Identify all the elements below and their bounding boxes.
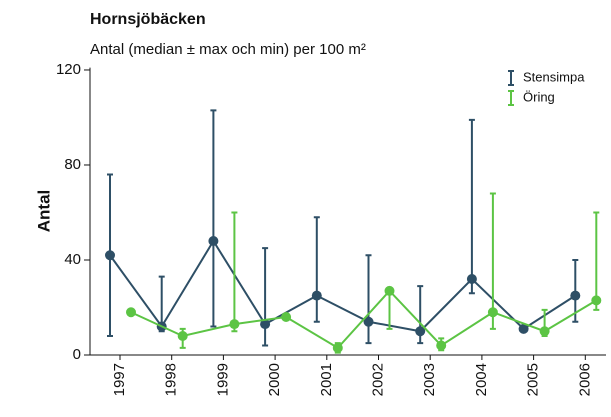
error-bar xyxy=(468,118,475,295)
x-tick-label: 2005 xyxy=(525,363,542,396)
legend-swatch xyxy=(508,90,514,106)
point xyxy=(260,319,271,330)
x-tick-label: 2006 xyxy=(576,363,593,396)
series-line xyxy=(130,289,597,350)
error-bar xyxy=(489,192,496,330)
y-tick-label: 40 xyxy=(64,251,81,268)
error-bar xyxy=(365,254,372,345)
point xyxy=(126,307,136,318)
point xyxy=(570,290,581,301)
point xyxy=(466,273,477,284)
point xyxy=(281,311,292,322)
chart-title: Hornsjöbäcken xyxy=(90,11,206,28)
legend-swatch xyxy=(508,70,514,86)
x-tick-label: 2001 xyxy=(318,363,335,396)
x-tick-label: 2000 xyxy=(266,363,283,396)
x-tick-label: 2004 xyxy=(473,363,490,396)
y-axis-label: Antal xyxy=(34,190,53,233)
x-tick-label: 2003 xyxy=(421,363,438,396)
x-tick-label: 1999 xyxy=(214,363,231,396)
y-tick-label: 80 xyxy=(64,156,81,173)
error-bar xyxy=(262,247,269,347)
legend-label: Stensimpa xyxy=(523,69,585,84)
point xyxy=(311,290,322,301)
point xyxy=(415,326,426,337)
error-bar xyxy=(593,211,600,311)
error-bar xyxy=(231,211,238,333)
x-tick-label: 1997 xyxy=(111,363,128,396)
point xyxy=(518,323,529,334)
chart-subtitle: Antal (median ± max och min) per 100 m² xyxy=(90,41,366,58)
y-tick-label: 120 xyxy=(56,61,81,78)
point xyxy=(539,326,550,337)
error-bar xyxy=(313,216,320,323)
point xyxy=(591,295,602,306)
x-tick-label: 2002 xyxy=(369,363,386,396)
point xyxy=(487,307,498,318)
legend-label: Öring xyxy=(523,89,555,104)
point xyxy=(208,235,219,246)
y-tick-label: 0 xyxy=(73,346,81,363)
point xyxy=(177,330,188,341)
point xyxy=(436,340,447,351)
x-tick-label: 1998 xyxy=(163,363,180,396)
series-line xyxy=(109,239,576,333)
point xyxy=(384,285,395,296)
point xyxy=(363,316,374,327)
point xyxy=(229,319,240,330)
point xyxy=(105,250,115,261)
error-bar xyxy=(210,109,217,328)
point xyxy=(332,342,343,353)
